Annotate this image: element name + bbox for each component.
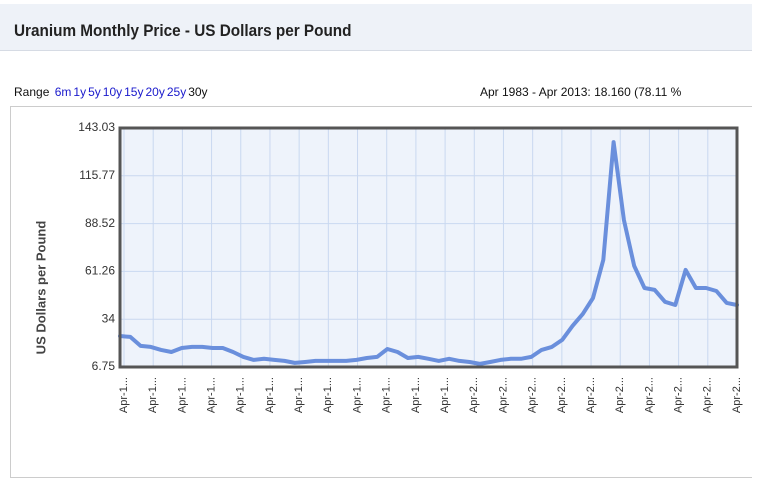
x-tick-label: Apr-1... bbox=[381, 377, 393, 413]
x-tick-label: Apr-1... bbox=[410, 377, 422, 413]
x-tick-label: Apr-2... bbox=[702, 377, 714, 413]
x-tick-label: Apr-2... bbox=[614, 377, 626, 413]
x-tick-label: Apr-1... bbox=[176, 377, 188, 413]
x-tick-label: Apr-1... bbox=[351, 377, 363, 413]
range-option[interactable]: 5y bbox=[88, 85, 101, 99]
x-tick-label: Apr-1... bbox=[118, 377, 130, 413]
y-tick-label: 115.77 bbox=[79, 168, 115, 182]
summary: Apr 1983 - Apr 2013: 18.160 (78.11 % bbox=[480, 85, 682, 99]
x-tick-label: Apr-2... bbox=[497, 377, 509, 413]
x-tick-label: Apr-2... bbox=[556, 377, 568, 413]
x-tick-label: Apr-1... bbox=[439, 377, 451, 413]
x-tick-label: Apr-2... bbox=[527, 377, 539, 413]
range-option[interactable]: 10y bbox=[102, 85, 123, 99]
x-tick-label: Apr-2... bbox=[673, 377, 685, 413]
x-tick-label: Apr-2... bbox=[643, 377, 655, 413]
range-option[interactable]: 6m bbox=[54, 85, 72, 99]
range-selector: Range 6m 1y 5y 10y 15y 20y 25y 30y bbox=[14, 85, 208, 99]
plot-border bbox=[118, 126, 739, 369]
range-option[interactable]: 1y bbox=[73, 85, 87, 99]
price-line bbox=[118, 140, 739, 366]
y-tick-label: 6.75 bbox=[92, 359, 116, 373]
range-options: 6m 1y 5y 10y 15y 20y 25y 30y bbox=[53, 85, 208, 99]
x-tick-label: Apr-2... bbox=[731, 377, 743, 413]
range-option[interactable]: 20y bbox=[145, 85, 165, 99]
x-tick-label: Apr-1... bbox=[264, 377, 276, 413]
y-axis-label: US Dollars per Pound bbox=[33, 221, 48, 355]
x-tick-label: Apr-2... bbox=[585, 377, 597, 413]
y-tick-label: 61.26 bbox=[85, 264, 115, 278]
x-tick-label: Apr-1... bbox=[235, 377, 247, 413]
y-tick-label: 88.52 bbox=[85, 216, 115, 230]
chart-title: Uranium Monthly Price - US Dollars per P… bbox=[14, 21, 352, 40]
chart-frame bbox=[10, 106, 752, 478]
y-tick-label: 34 bbox=[102, 311, 116, 325]
x-tick-label: Apr-1... bbox=[205, 377, 217, 413]
range-option[interactable]: 15y bbox=[124, 85, 144, 99]
y-tick-label: 143.03 bbox=[78, 120, 115, 134]
plot-background bbox=[120, 128, 737, 367]
header: Uranium Monthly Price - US Dollars per P… bbox=[0, 4, 752, 51]
range-option[interactable]: 25y bbox=[166, 85, 187, 99]
x-tick-label: Apr-1... bbox=[293, 377, 305, 413]
range-option: 30y bbox=[188, 85, 208, 99]
x-tick-label: Apr-1... bbox=[322, 377, 334, 413]
x-tick-label: Apr-1... bbox=[147, 377, 159, 413]
x-tick-label: Apr-2... bbox=[468, 377, 480, 413]
range-label: Range bbox=[14, 85, 50, 99]
